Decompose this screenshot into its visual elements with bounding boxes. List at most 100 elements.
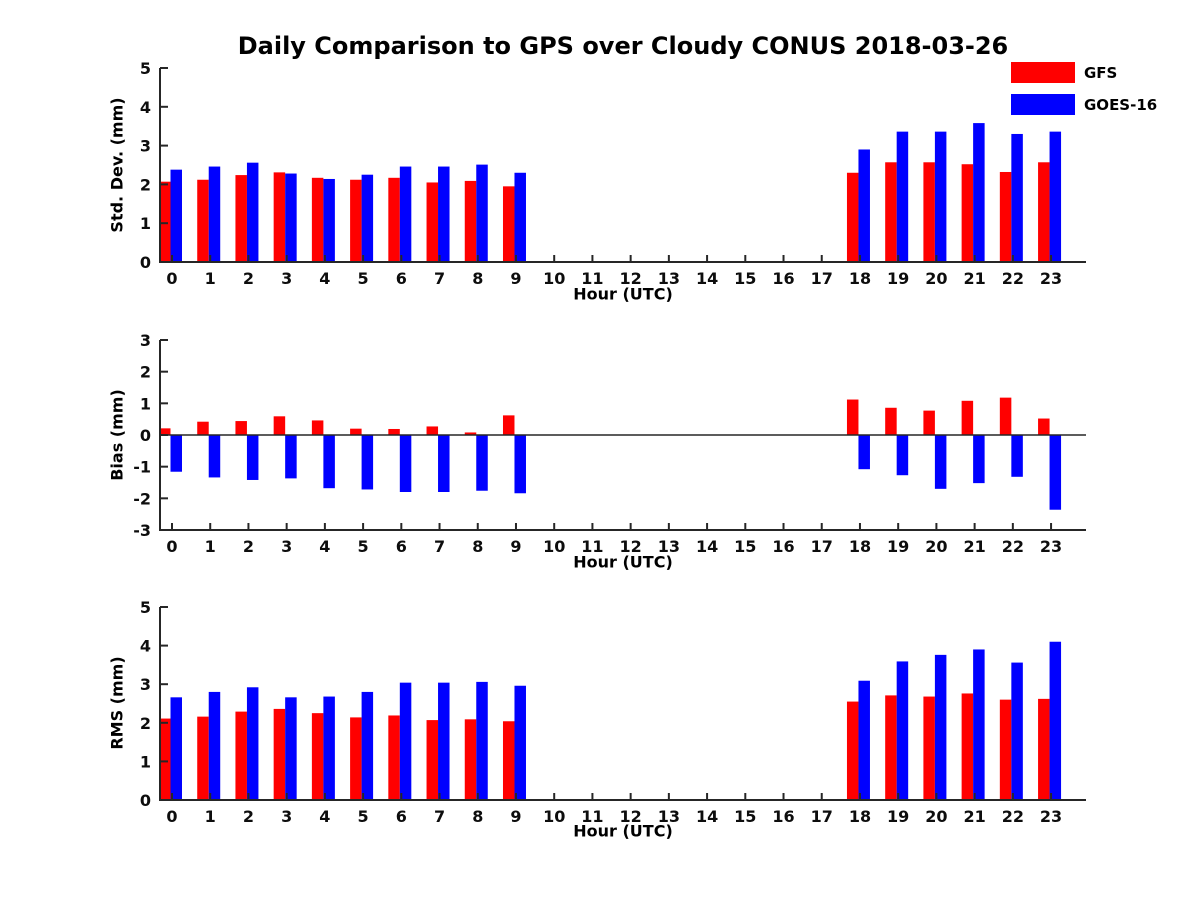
- svg-text:20: 20: [925, 807, 947, 826]
- bar-gfs-hour-5: [350, 717, 362, 800]
- bar-goes-16-hour-3: [285, 173, 297, 262]
- svg-text:14: 14: [696, 269, 718, 288]
- bar-gfs-hour-2: [235, 711, 247, 800]
- svg-text:20: 20: [925, 269, 947, 288]
- svg-text:17: 17: [811, 269, 833, 288]
- bar-goes-16-hour-19: [896, 435, 909, 476]
- bar-gfs-hour-7: [426, 720, 439, 800]
- svg-text:19: 19: [887, 269, 909, 288]
- svg-text:2: 2: [243, 269, 254, 288]
- bar-goes-16-hour-21: [973, 435, 985, 484]
- svg-text:23: 23: [1040, 269, 1062, 288]
- svg-text:5: 5: [358, 807, 369, 826]
- bar-goes-16-hour-6: [399, 166, 412, 262]
- bar-goes-16-hour-1: [208, 166, 221, 262]
- bar-gfs-hour-0: [159, 181, 171, 262]
- bar-gfs-hour-5: [350, 428, 362, 435]
- bar-goes-16-hour-9: [514, 685, 526, 800]
- svg-text:1: 1: [140, 752, 151, 771]
- bar-gfs-hour-1: [197, 421, 209, 435]
- svg-text:13: 13: [658, 269, 680, 288]
- svg-text:14: 14: [696, 807, 718, 826]
- svg-text:10: 10: [543, 807, 565, 826]
- bar-goes-16-hour-19: [896, 661, 909, 800]
- goes16-color-swatch: [1011, 94, 1075, 115]
- bar-gfs-hour-22: [999, 171, 1012, 262]
- svg-text:19: 19: [887, 807, 909, 826]
- bar-gfs-hour-18: [846, 701, 859, 800]
- bar-goes-16-hour-2: [246, 687, 259, 800]
- legend-item-goes16: GOES-16: [1011, 94, 1157, 115]
- bar-goes-16-hour-2: [246, 162, 259, 262]
- bar-goes-16-hour-18: [858, 435, 870, 470]
- bar-goes-16-hour-2: [246, 435, 259, 480]
- svg-text:8: 8: [472, 807, 483, 826]
- bar-gfs-hour-0: [159, 428, 171, 435]
- svg-text:3: 3: [140, 137, 151, 156]
- bar-goes-16-hour-23: [1049, 435, 1062, 510]
- svg-text:-2: -2: [133, 489, 151, 508]
- bar-goes-16-hour-4: [323, 696, 335, 800]
- svg-text:0: 0: [140, 426, 151, 445]
- svg-text:0: 0: [140, 791, 151, 810]
- svg-text:22: 22: [1002, 537, 1024, 556]
- bar-gfs-hour-18: [846, 172, 859, 262]
- bar-gfs-hour-3: [273, 172, 286, 262]
- svg-text:-3: -3: [133, 521, 151, 540]
- bar-gfs-hour-2: [235, 175, 247, 262]
- bar-gfs-hour-20: [923, 696, 935, 800]
- svg-text:6: 6: [396, 269, 407, 288]
- svg-text:12: 12: [620, 537, 642, 556]
- svg-text:17: 17: [811, 537, 833, 556]
- svg-text:14: 14: [696, 537, 718, 556]
- svg-text:22: 22: [1002, 269, 1024, 288]
- bar-goes-16-hour-6: [399, 435, 412, 492]
- gfs-legend-label: GFS: [1084, 63, 1118, 82]
- bar-goes-16-hour-7: [438, 435, 450, 492]
- bar-goes-16-hour-1: [208, 435, 221, 478]
- svg-text:0: 0: [140, 253, 151, 272]
- svg-text:17: 17: [811, 807, 833, 826]
- bar-gfs-hour-23: [1038, 418, 1050, 435]
- svg-text:7: 7: [434, 807, 445, 826]
- svg-text:5: 5: [140, 59, 151, 78]
- bar-gfs-hour-18: [846, 399, 859, 435]
- svg-text:4: 4: [140, 98, 151, 117]
- rms-y-axis-label: RMS (mm): [107, 656, 127, 750]
- svg-text:1: 1: [140, 394, 151, 413]
- svg-text:21: 21: [963, 537, 985, 556]
- bar-gfs-hour-8: [464, 719, 477, 800]
- svg-text:10: 10: [543, 269, 565, 288]
- bar-goes-16-hour-8: [476, 435, 488, 491]
- bar-goes-16-hour-5: [361, 174, 374, 262]
- svg-text:6: 6: [396, 537, 407, 556]
- svg-text:3: 3: [281, 537, 292, 556]
- bar-gfs-hour-7: [426, 426, 439, 435]
- stddev-x-axis-label: Hour (UTC): [573, 284, 673, 304]
- bar-goes-16-hour-1: [208, 691, 221, 800]
- svg-text:19: 19: [887, 537, 909, 556]
- bar-goes-16-hour-8: [476, 681, 488, 800]
- svg-text:15: 15: [734, 807, 756, 826]
- svg-text:11: 11: [581, 269, 603, 288]
- bar-goes-16-hour-20: [934, 654, 947, 800]
- bar-goes-16-hour-5: [361, 691, 374, 800]
- bar-goes-16-hour-9: [514, 172, 526, 262]
- gfs-color-swatch: [1011, 62, 1075, 83]
- bar-gfs-hour-19: [885, 407, 897, 435]
- bar-goes-16-hour-6: [399, 682, 412, 800]
- svg-text:9: 9: [510, 537, 521, 556]
- bar-gfs-hour-8: [464, 432, 477, 435]
- svg-text:7: 7: [434, 269, 445, 288]
- bar-goes-16-hour-0: [170, 435, 182, 472]
- svg-text:18: 18: [849, 269, 871, 288]
- bar-gfs-hour-1: [197, 716, 209, 800]
- bar-gfs-hour-22: [999, 699, 1012, 800]
- svg-text:5: 5: [358, 537, 369, 556]
- rms-x-axis-label: Hour (UTC): [573, 821, 673, 841]
- svg-text:5: 5: [140, 598, 151, 617]
- bar-goes-16-hour-22: [1011, 435, 1023, 477]
- svg-text:1: 1: [205, 807, 216, 826]
- bar-gfs-hour-23: [1038, 162, 1050, 262]
